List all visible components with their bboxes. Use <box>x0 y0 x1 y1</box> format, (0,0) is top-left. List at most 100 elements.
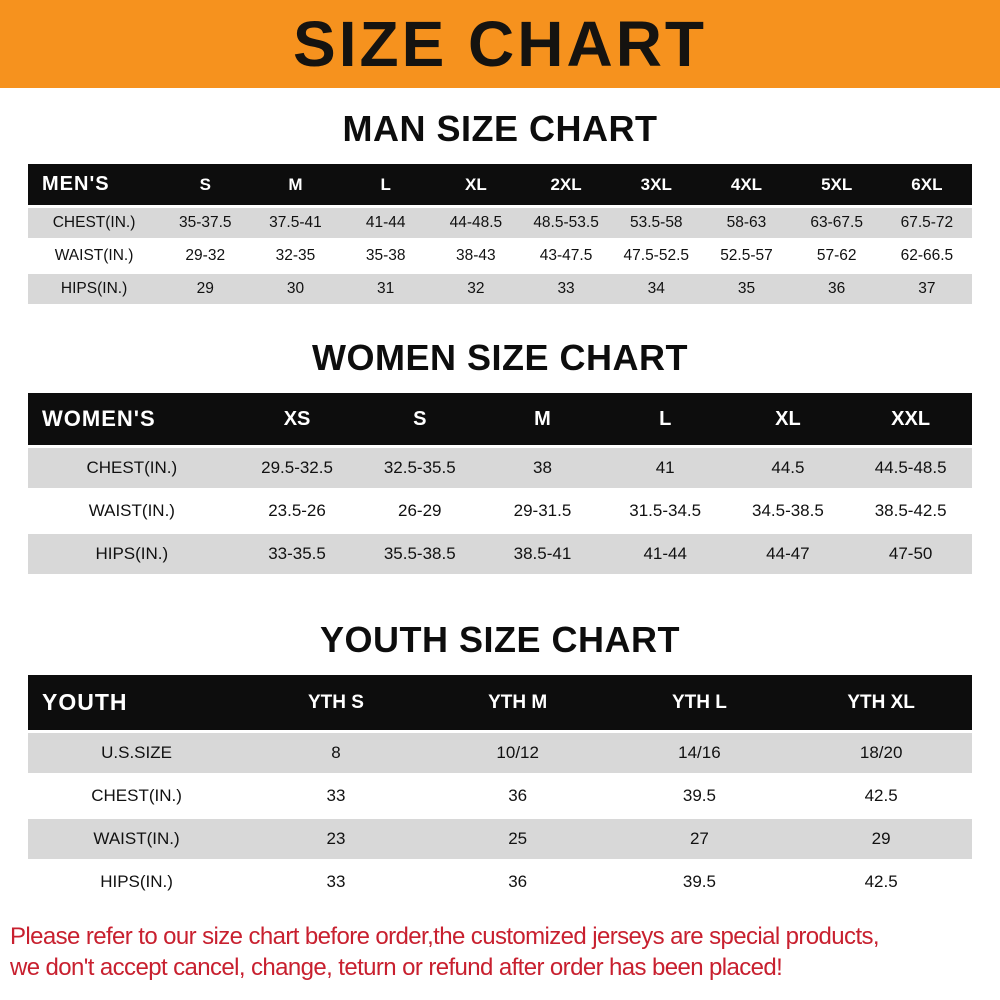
column-header: XL <box>726 393 850 448</box>
table-cell: 44-48.5 <box>430 206 521 241</box>
column-header: L <box>340 164 431 208</box>
column-header: 4XL <box>701 164 792 208</box>
table-cell: 53.5-58 <box>611 206 702 241</box>
row-label: HIPS(IN.) <box>28 860 246 905</box>
table-cell: 33-35.5 <box>235 532 359 577</box>
table-cell: 63-67.5 <box>791 206 882 241</box>
footer-disclaimer: Please refer to our size chart before or… <box>10 921 992 983</box>
table-cell: 29-31.5 <box>481 489 604 534</box>
men-size-section: MAN SIZE CHART MEN'S S M L XL 2XL 3XL 4XL 5XL 6XL… <box>0 108 1000 307</box>
table-cell: 48.5-53.5 <box>520 206 612 241</box>
banner: SIZE CHART <box>0 0 1000 88</box>
column-header: 2XL <box>520 164 612 208</box>
table-cell: 43-47.5 <box>520 239 612 274</box>
youth-size-section: YOUTH SIZE CHART YOUTH YTH S YTH M YTH L YTH… <box>0 619 1000 905</box>
row-label: WAIST(IN.) <box>28 817 246 862</box>
table-cell: 62-66.5 <box>881 239 972 274</box>
table-cell: 44.5-48.5 <box>849 446 972 491</box>
row-label: CHEST(IN.) <box>28 774 246 819</box>
row-label: WAIST(IN.) <box>28 239 161 274</box>
table-cell: 27 <box>608 817 791 862</box>
column-header: XXL <box>849 393 972 448</box>
column-header: 3XL <box>611 164 702 208</box>
table-row: WAIST(IN.) 23 25 27 29 <box>28 817 972 862</box>
table-cell: 39.5 <box>608 860 791 905</box>
table-cell: 29-32 <box>160 239 251 274</box>
column-header: 5XL <box>791 164 882 208</box>
table-cell: 32.5-35.5 <box>358 446 482 491</box>
table-cell: 18/20 <box>790 731 972 776</box>
footer-disclaimer-line1: Please refer to our size chart before or… <box>10 923 880 950</box>
table-cell: 29 <box>790 817 972 862</box>
table-cell: 39.5 <box>608 774 791 819</box>
table-cell: 34 <box>611 272 702 307</box>
table-cell: 52.5-57 <box>701 239 792 274</box>
table-cell: 47-50 <box>849 532 972 577</box>
table-row: CHEST(IN.) 29.5-32.5 32.5-35.5 38 41 44.5 44.5… <box>28 446 972 491</box>
table-cell: 41-44 <box>340 206 431 241</box>
table-row: CHEST(IN.) 35-37.5 37.5-41 41-44 44-48.5 48.5… <box>28 206 972 241</box>
table-cell: 35-37.5 <box>160 206 251 241</box>
column-header: XS <box>235 393 359 448</box>
column-header: S <box>160 164 251 208</box>
table-cell: 34.5-38.5 <box>726 489 850 534</box>
table-cell: 32-35 <box>250 239 341 274</box>
column-header: YTH S <box>245 675 427 733</box>
row-label: CHEST(IN.) <box>28 446 236 491</box>
row-label: HIPS(IN.) <box>28 532 236 577</box>
table-row: WAIST(IN.) 29-32 32-35 35-38 38-43 43-47.5 47.… <box>28 239 972 274</box>
table-cell: 33 <box>245 860 427 905</box>
table-cell: 26-29 <box>358 489 482 534</box>
women-size-table: WOMEN'S XS S M L XL XXL CHEST(IN.) 29.5-32.5 32.5… <box>28 393 972 577</box>
table-cell: 36 <box>426 860 609 905</box>
column-header: S <box>358 393 482 448</box>
table-cell: 36 <box>791 272 882 307</box>
youth-size-table: YOUTH YTH S YTH M YTH L YTH XL U.S.SIZE 8 10/12… <box>28 675 972 905</box>
row-label: WAIST(IN.) <box>28 489 236 534</box>
column-header: M <box>481 393 604 448</box>
table-cell: 32 <box>430 272 521 307</box>
table-cell: 10/12 <box>426 731 609 776</box>
table-corner-label: WOMEN'S <box>28 393 236 448</box>
table-cell: 36 <box>426 774 609 819</box>
table-cell: 30 <box>250 272 341 307</box>
table-cell: 38.5-41 <box>481 532 604 577</box>
table-cell: 33 <box>520 272 612 307</box>
table-cell: 41 <box>603 446 727 491</box>
table-row: HIPS(IN.) 33 36 39.5 42.5 <box>28 860 972 905</box>
table-cell: 29 <box>160 272 251 307</box>
table-cell: 14/16 <box>608 731 791 776</box>
table-cell: 31.5-34.5 <box>603 489 727 534</box>
table-cell: 37.5-41 <box>250 206 341 241</box>
table-header-row: YOUTH YTH S YTH M YTH L YTH XL <box>28 675 972 733</box>
table-cell: 33 <box>245 774 427 819</box>
column-header: YTH M <box>426 675 609 733</box>
banner-title: SIZE CHART <box>293 8 707 80</box>
men-section-title: MAN SIZE CHART <box>342 108 658 149</box>
footer-disclaimer-line2: we don't accept cancel, change, teturn o… <box>10 954 783 982</box>
table-cell: 29.5-32.5 <box>235 446 359 491</box>
table-cell: 38 <box>481 446 604 491</box>
women-size-section: WOMEN SIZE CHART WOMEN'S XS S M L XL XXL CHEST(… <box>0 337 1000 577</box>
column-header: YTH L <box>608 675 791 733</box>
table-cell: 38-43 <box>430 239 521 274</box>
table-cell: 58-63 <box>701 206 792 241</box>
row-label: U.S.SIZE <box>28 731 246 776</box>
column-header: 6XL <box>881 164 972 208</box>
column-header: L <box>603 393 727 448</box>
table-cell: 38.5-42.5 <box>849 489 972 534</box>
table-row: HIPS(IN.) 33-35.5 35.5-38.5 38.5-41 41-44 44-… <box>28 532 972 577</box>
row-label: CHEST(IN.) <box>28 206 161 241</box>
women-section-title: WOMEN SIZE CHART <box>312 337 688 378</box>
table-cell: 8 <box>245 731 427 776</box>
row-label: HIPS(IN.) <box>28 272 161 307</box>
table-cell: 41-44 <box>603 532 727 577</box>
youth-section-title: YOUTH SIZE CHART <box>319 619 680 660</box>
table-cell: 35-38 <box>340 239 431 274</box>
table-cell: 31 <box>340 272 431 307</box>
column-header: M <box>250 164 341 208</box>
table-corner-label: MEN'S <box>28 164 161 208</box>
table-row: WAIST(IN.) 23.5-26 26-29 29-31.5 31.5-34.5 34… <box>28 489 972 534</box>
table-row: HIPS(IN.) 29 30 31 32 33 34 35 36 37 <box>28 272 972 307</box>
table-row: CHEST(IN.) 33 36 39.5 42.5 <box>28 774 972 819</box>
